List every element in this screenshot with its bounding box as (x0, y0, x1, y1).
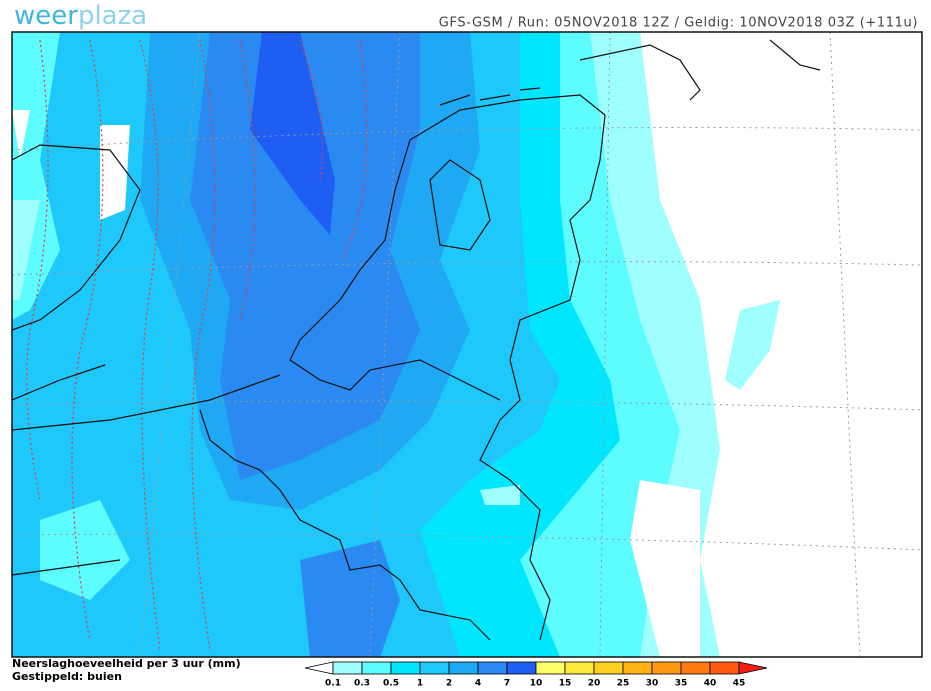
colorbar-tick-label: 0.5 (383, 679, 399, 689)
shower-contours (26, 39, 368, 651)
colorbar-tick-label: 1 (417, 679, 423, 689)
colorbar-tick-label: 0.1 (325, 679, 341, 689)
colorbar-swatch (419, 661, 450, 675)
colorbar-swatch (332, 661, 363, 675)
colorbar: 0.1 0.3 0.5 1 2 4 7 10 15 20 25 30 35 40 45 (304, 661, 768, 689)
colorbar-tick-label: 20 (588, 679, 601, 689)
colorbar-swatch (448, 661, 479, 675)
colorbar-swatch (477, 661, 508, 675)
logo-plaza: plaza (78, 1, 147, 31)
colorbar-tick-label: 4 (475, 679, 481, 689)
colorbar-tick-label: 30 (646, 679, 659, 689)
colorbar-tick-label: 2 (446, 679, 452, 689)
colorbar-swatch (506, 661, 537, 675)
colorbar-swatch (651, 661, 682, 675)
colorbar-tick-label: 0.3 (354, 679, 370, 689)
colorbar-tick-label: 15 (559, 679, 572, 689)
colorbar-swatch (709, 661, 740, 675)
colorbar-swatch (593, 661, 624, 675)
colorbar-tick-label: 25 (617, 679, 630, 689)
colorbar-swatch (390, 661, 421, 675)
colorbar-max-arrow (738, 661, 768, 675)
coastlines-borders (12, 39, 821, 641)
legend-subtitle: Gestippeld: buien (12, 670, 122, 683)
graticule (12, 32, 922, 657)
colorbar-swatch (622, 661, 653, 675)
colorbar-swatch (564, 661, 595, 675)
logo: weerplaza (14, 1, 147, 31)
logo-weer: weer (14, 1, 78, 31)
colorbar-tick-label: 35 (675, 679, 688, 689)
map-frame (11, 31, 923, 658)
colorbar-swatch (361, 661, 392, 675)
colorbar-tick-label: 10 (530, 679, 543, 689)
colorbar-min-arrow (304, 661, 334, 675)
legend-title: Neerslaghoeveelheid per 3 uur (mm) (12, 657, 241, 670)
run-info: GFS-GSM / Run: 05NOV2018 12Z / Geldig: 1… (439, 16, 918, 31)
precipitation-field (12, 32, 922, 657)
colorbar-tick-label: 40 (704, 679, 717, 689)
colorbar-tick-label: 7 (504, 679, 510, 689)
colorbar-swatch (535, 661, 566, 675)
colorbar-tick-label: 45 (733, 679, 746, 689)
colorbar-swatch (680, 661, 711, 675)
